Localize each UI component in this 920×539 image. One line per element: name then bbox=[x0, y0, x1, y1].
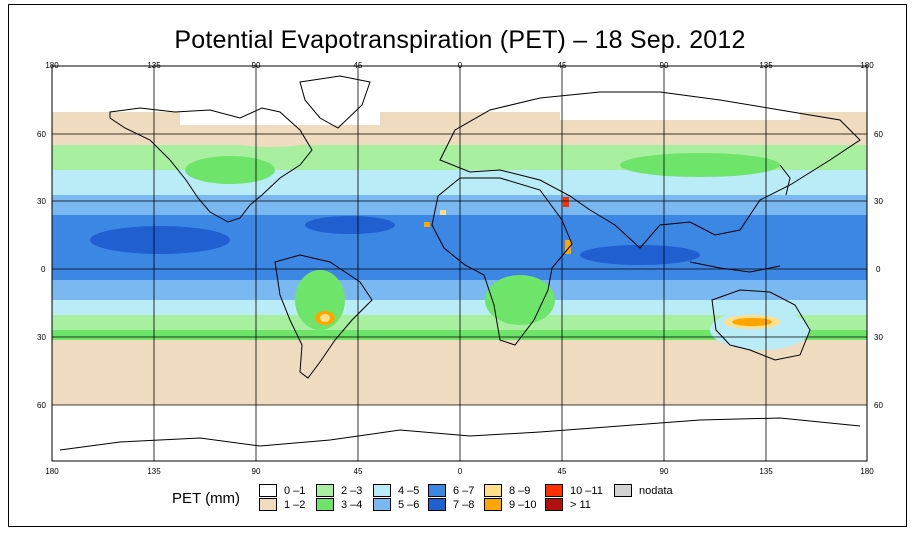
lon-tick-top: 45 bbox=[558, 61, 567, 70]
legend-label: 3 –4 bbox=[341, 499, 363, 511]
legend-label: > 11 bbox=[570, 499, 591, 511]
hotspot-west-africa-9-10 bbox=[424, 222, 430, 227]
legend-label: 8 –9 bbox=[509, 485, 531, 497]
lon-tick-bottom: 135 bbox=[147, 467, 161, 476]
patch-indian-7-8 bbox=[580, 245, 700, 265]
legend-swatch-3-4 bbox=[316, 498, 334, 511]
lon-tick-bottom: 0 bbox=[458, 467, 463, 476]
legend-label: 2 –3 bbox=[341, 485, 363, 497]
lon-tick-top: 90 bbox=[252, 61, 261, 70]
legend-label: nodata bbox=[639, 485, 673, 497]
lat-tick-right: 60 bbox=[874, 130, 883, 139]
legend-swatch-nodata bbox=[614, 484, 632, 497]
hotspot-australia-9-10 bbox=[732, 318, 772, 326]
lat-tick-right: 0 bbox=[876, 265, 881, 274]
patch-africa-3-4 bbox=[485, 275, 555, 325]
lon-tick-bottom: 90 bbox=[660, 467, 669, 476]
legend-label: 7 –8 bbox=[453, 499, 475, 511]
pet-band-south-1-2 bbox=[52, 340, 867, 405]
lon-tick-top: 180 bbox=[45, 61, 59, 70]
patch-north-america-3-4 bbox=[185, 156, 275, 184]
lon-tick-top: 180 bbox=[860, 61, 874, 70]
patch-atlantic-7-8 bbox=[305, 216, 395, 234]
coast-antarctica bbox=[59, 417, 861, 451]
coast-greenland bbox=[299, 75, 371, 129]
patch-greenland-white bbox=[180, 70, 380, 125]
lat-tick-left: 60 bbox=[37, 130, 46, 139]
legend-label: 6 –7 bbox=[453, 485, 475, 497]
legend-label: 9 –10 bbox=[509, 499, 537, 511]
lon-tick-bottom: 180 bbox=[45, 467, 59, 476]
pet-band-polar-south bbox=[52, 405, 867, 461]
coast-africa bbox=[431, 177, 573, 346]
hotspot-horn-africa-9-10 bbox=[565, 240, 571, 254]
legend-swatch-1-2 bbox=[259, 498, 277, 511]
coast-europe-asia bbox=[439, 91, 861, 249]
coast-south-america bbox=[274, 254, 373, 379]
legend-swatch-0-1 bbox=[259, 484, 277, 497]
lon-tick-top: 45 bbox=[354, 61, 363, 70]
coast-australia bbox=[711, 289, 811, 361]
figure-frame bbox=[8, 4, 907, 527]
lon-tick-bottom: 135 bbox=[759, 467, 773, 476]
legend-label: 5 –6 bbox=[398, 499, 420, 511]
legend-swatch-9-10 bbox=[484, 498, 502, 511]
legend-swatch-10-11 bbox=[545, 484, 563, 497]
lat-tick-right: 30 bbox=[874, 197, 883, 206]
hotspot-arabia-10-11 bbox=[563, 197, 569, 207]
legend-label: 1 –2 bbox=[284, 499, 306, 511]
legend-swatch-6-7 bbox=[428, 484, 446, 497]
legend-title: PET (mm) bbox=[172, 490, 241, 507]
patch-pacific-7-8 bbox=[90, 226, 230, 254]
coast-japan bbox=[779, 164, 791, 196]
legend-label: 4 –5 bbox=[398, 485, 420, 497]
legend-swatch-8-9 bbox=[484, 484, 502, 497]
lon-tick-bottom: 180 bbox=[860, 467, 874, 476]
lat-tick-left: 0 bbox=[41, 265, 46, 274]
legend-swatch-gt-11 bbox=[545, 498, 563, 511]
legend-swatch-2-3 bbox=[316, 484, 334, 497]
lon-tick-bottom: 45 bbox=[558, 467, 567, 476]
coast-north-america bbox=[109, 107, 313, 223]
patch-canada-1-2 bbox=[215, 123, 325, 147]
legend-swatch-4-5 bbox=[373, 484, 391, 497]
patch-siberia-white bbox=[560, 80, 800, 120]
lat-tick-left: 30 bbox=[37, 333, 46, 342]
lat-tick-left: 30 bbox=[37, 197, 46, 206]
hotspot-sahara-8-9 bbox=[440, 210, 446, 215]
patch-asia-3-4 bbox=[620, 153, 780, 177]
lon-tick-bottom: 90 bbox=[252, 467, 261, 476]
lon-tick-top: 90 bbox=[660, 61, 669, 70]
legend-label: 10 –11 bbox=[570, 485, 603, 497]
lon-tick-top: 135 bbox=[759, 61, 773, 70]
map-title: Potential Evapotranspiration (PET) – 18 … bbox=[174, 26, 746, 54]
lon-tick-top: 0 bbox=[458, 61, 463, 70]
lat-tick-right: 30 bbox=[874, 333, 883, 342]
map-border bbox=[51, 65, 868, 462]
lon-tick-top: 135 bbox=[147, 61, 161, 70]
legend-swatch-7-8 bbox=[428, 498, 446, 511]
lat-tick-left: 60 bbox=[37, 401, 46, 410]
legend-label: 0 –1 bbox=[284, 485, 306, 497]
lat-tick-right: 60 bbox=[874, 401, 883, 410]
hotspot-south-america-8-9 bbox=[320, 314, 330, 322]
legend-swatch-5-6 bbox=[373, 498, 391, 511]
lon-tick-bottom: 45 bbox=[354, 467, 363, 476]
